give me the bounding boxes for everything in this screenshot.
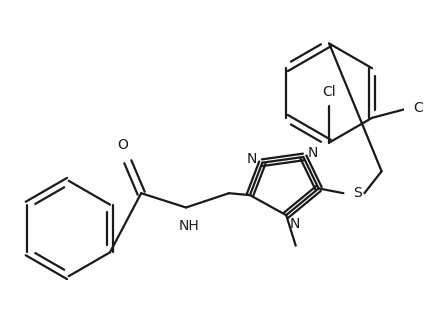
Text: N: N (290, 217, 300, 231)
Text: Cl: Cl (322, 85, 336, 99)
Text: O: O (117, 138, 128, 152)
Text: N: N (246, 152, 257, 166)
Text: Cl: Cl (413, 101, 424, 115)
Text: N: N (307, 146, 318, 160)
Text: NH: NH (179, 219, 199, 233)
Text: S: S (353, 186, 362, 200)
